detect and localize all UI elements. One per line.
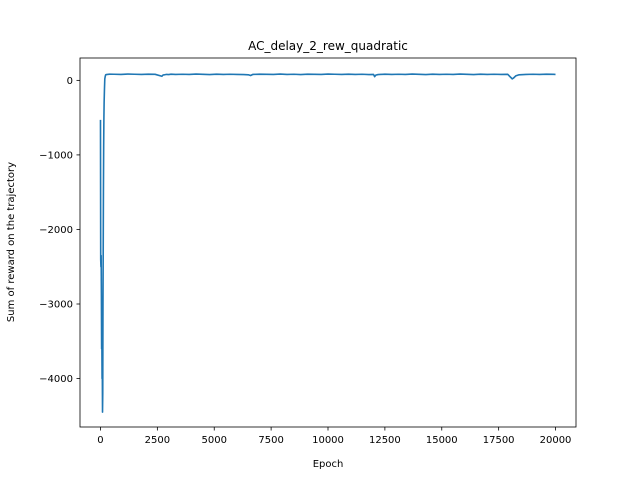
x-tick-label: 5000 [202,435,227,446]
y-tick-label: −1000 [39,150,73,161]
x-tick-label: 20000 [540,435,572,446]
y-tick-label: −2000 [39,225,73,236]
chart-title: AC_delay_2_rew_quadratic [248,39,408,53]
plot-frame [79,57,577,428]
x-tick-label: 12500 [369,435,401,446]
x-tick-label: 17500 [483,435,515,446]
y-tick-label: 0 [67,76,73,87]
x-tick-label: 10000 [312,435,344,446]
y-axis: 0 −1000 −2000 −3000 −4000 [39,76,80,385]
x-axis-label: Epoch [313,459,344,470]
series-line-0 [99,73,556,413]
x-tick-label: 15000 [426,435,458,446]
plot-area [79,57,577,428]
y-tick-label: −3000 [39,300,73,311]
x-tick-label: 7500 [258,435,283,446]
x-axis: 0 2500 5000 7500 10000 12500 15000 17500 20000 [97,427,571,446]
x-tick-label: 2500 [145,435,170,446]
y-tick-label: −4000 [39,374,73,385]
x-tick-label: 0 [97,435,103,446]
y-axis-label: Sum of reward on the trajectory [6,162,17,322]
